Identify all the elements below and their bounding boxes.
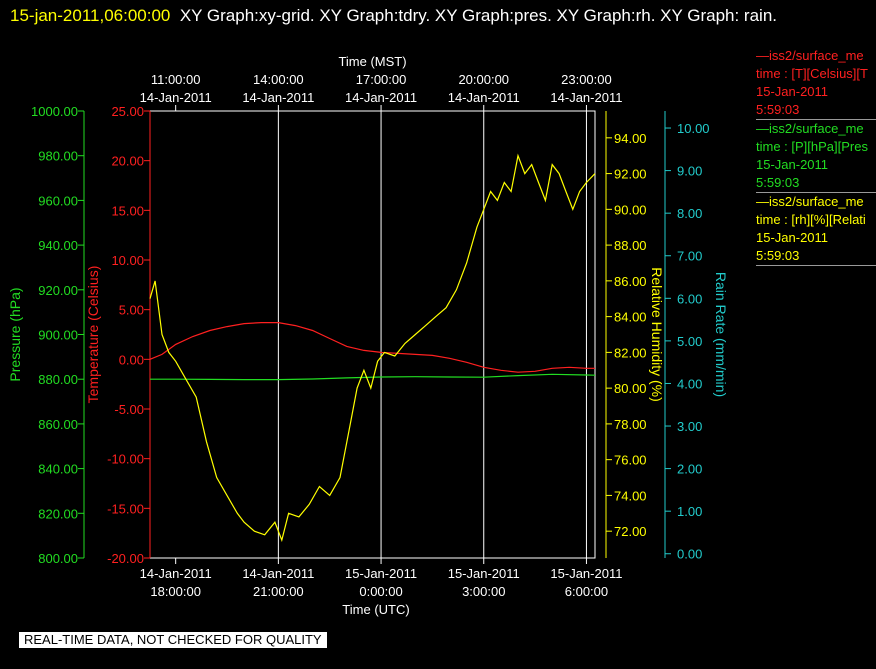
pressure-tick-label: 940.00 — [38, 238, 78, 253]
legend: —iss2/surface_me time : [T][Celsius][T 15-… — [756, 47, 876, 266]
temperature-tick-label: 25.00 — [111, 104, 144, 119]
pressure-tick-label: 980.00 — [38, 149, 78, 164]
humidity-tick-label: 80.00 — [614, 381, 647, 396]
bottom-tick-label-time: 0:00:00 — [359, 584, 402, 599]
top-tick-label-date: 14-Jan-2011 — [242, 90, 314, 105]
pressure-axis-title: Pressure (hPa) — [7, 287, 23, 381]
top-tick-label-time: 14:00:00 — [253, 72, 304, 87]
pressure-tick-label: 900.00 — [38, 328, 78, 343]
temperature-tick-label: -10.00 — [107, 452, 144, 467]
legend-line3: 15-Jan-2011 — [756, 229, 876, 247]
humidity-tick-label: 86.00 — [614, 274, 647, 289]
rain-tick-label: 2.00 — [677, 462, 702, 477]
bottom-tick-label-time: 18:00:00 — [150, 584, 201, 599]
humidity-axis-title: Relative Humidity (%) — [649, 267, 665, 402]
bottom-tick-label-date: 14-Jan-2011 — [140, 566, 212, 581]
top-tick-label-date: 14-Jan-2011 — [550, 90, 622, 105]
temperature-tick-label: 0.00 — [119, 352, 144, 367]
rain-tick-label: 3.00 — [677, 419, 702, 434]
legend-line3: 15-Jan-2011 — [756, 156, 876, 174]
pressure-tick-label: 880.00 — [38, 372, 78, 387]
legend-line1: —iss2/surface_me — [756, 120, 876, 138]
bottom-tick-label-date: 15-Jan-2011 — [550, 566, 622, 581]
pressure-tick-label: 820.00 — [38, 506, 78, 521]
pressure-tick-label: 960.00 — [38, 193, 78, 208]
temperature-tick-label: 20.00 — [111, 154, 144, 169]
humidity-tick-label: 92.00 — [614, 167, 647, 182]
legend-line4: 5:59:03 — [756, 174, 876, 192]
temperature-tick-label: -20.00 — [107, 551, 144, 566]
bottom-tick-label-date: 14-Jan-2011 — [242, 566, 314, 581]
top-tick-label-date: 14-Jan-2011 — [345, 90, 417, 105]
legend-line2: time : [P][hPa][Pres — [756, 138, 876, 156]
temperature-tick-label: 10.00 — [111, 253, 144, 268]
humidity-tick-label: 76.00 — [614, 453, 647, 468]
humidity-tick-label: 78.00 — [614, 417, 647, 432]
legend-entry: —iss2/surface_me time : [P][hPa][Pres 15-J… — [756, 120, 876, 193]
rain-tick-label: 5.00 — [677, 334, 702, 349]
bottom-tick-label-date: 15-Jan-2011 — [345, 566, 417, 581]
humidity-tick-label: 72.00 — [614, 524, 647, 539]
humidity-tick-label: 82.00 — [614, 345, 647, 360]
legend-line3: 15-Jan-2011 — [756, 83, 876, 101]
humidity-tick-label: 74.00 — [614, 488, 647, 503]
temperature-tick-label: 5.00 — [119, 303, 144, 318]
rain-tick-label: 7.00 — [677, 249, 702, 264]
series-line-pressure — [150, 374, 595, 379]
top-axis-title: Time (MST) — [338, 54, 406, 69]
series-line-humidity — [150, 156, 595, 540]
legend-entry: —iss2/surface_me time : [rh][%][Relati 15-… — [756, 193, 876, 266]
legend-line2: time : [T][Celsius][T — [756, 65, 876, 83]
humidity-tick-label: 90.00 — [614, 202, 647, 217]
legend-line4: 5:59:03 — [756, 101, 876, 119]
bottom-tick-label-date: 15-Jan-2011 — [448, 566, 520, 581]
humidity-tick-label: 88.00 — [614, 238, 647, 253]
quality-notice: REAL-TIME DATA, NOT CHECKED FOR QUALITY — [19, 632, 327, 648]
rain-tick-label: 9.00 — [677, 164, 702, 179]
humidity-tick-label: 84.00 — [614, 310, 647, 325]
rain-tick-label: 4.00 — [677, 376, 702, 391]
rain-tick-label: 8.00 — [677, 206, 702, 221]
pressure-tick-label: 1000.00 — [31, 104, 78, 119]
pressure-tick-label: 920.00 — [38, 283, 78, 298]
series-line-temperature — [150, 323, 595, 373]
temperature-tick-label: -5.00 — [114, 402, 144, 417]
top-tick-label-date: 14-Jan-2011 — [140, 90, 212, 105]
bottom-tick-label-time: 6:00:00 — [565, 584, 608, 599]
pressure-tick-label: 800.00 — [38, 551, 78, 566]
legend-line1: —iss2/surface_me — [756, 47, 876, 65]
top-tick-label-time: 17:00:00 — [356, 72, 407, 87]
bottom-tick-label-time: 21:00:00 — [253, 584, 304, 599]
temperature-axis-title: Temperature (Celsius) — [85, 266, 101, 404]
plot-frame — [150, 111, 595, 558]
pressure-tick-label: 840.00 — [38, 462, 78, 477]
temperature-tick-label: 15.00 — [111, 203, 144, 218]
top-tick-label-time: 23:00:00 — [561, 72, 612, 87]
rain-tick-label: 1.00 — [677, 504, 702, 519]
pressure-tick-label: 860.00 — [38, 417, 78, 432]
rain-tick-label: 0.00 — [677, 547, 702, 562]
legend-line4: 5:59:03 — [756, 247, 876, 265]
legend-line1: —iss2/surface_me — [756, 193, 876, 211]
top-tick-label-time: 20:00:00 — [458, 72, 509, 87]
humidity-tick-label: 94.00 — [614, 131, 647, 146]
legend-line2: time : [rh][%][Relati — [756, 211, 876, 229]
top-tick-label-date: 14-Jan-2011 — [448, 90, 520, 105]
top-tick-label-time: 11:00:00 — [151, 72, 201, 87]
rain-tick-label: 6.00 — [677, 291, 702, 306]
temperature-tick-label: -15.00 — [107, 501, 144, 516]
bottom-axis-title: Time (UTC) — [342, 602, 409, 617]
rain-axis-title: Rain Rate (mm/min) — [713, 272, 729, 397]
legend-entry: —iss2/surface_me time : [T][Celsius][T 15-… — [756, 47, 876, 120]
bottom-tick-label-time: 3:00:00 — [462, 584, 505, 599]
rain-tick-label: 10.00 — [677, 121, 710, 136]
